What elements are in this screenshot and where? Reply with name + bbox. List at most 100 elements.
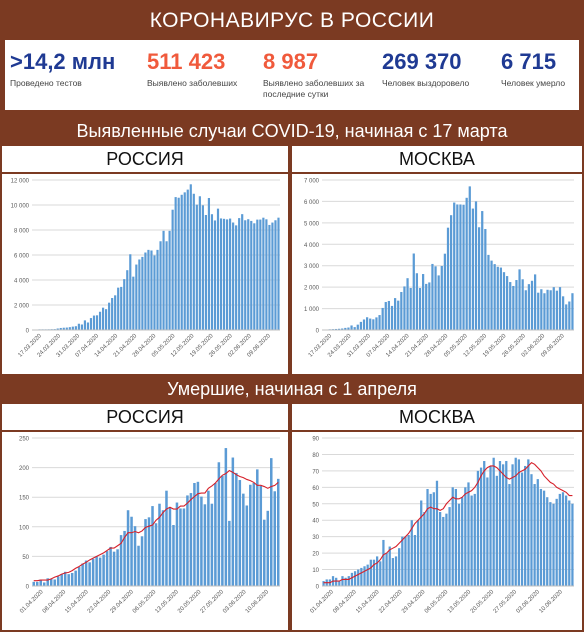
bar (225, 219, 229, 330)
bar (568, 301, 571, 330)
bar (492, 457, 495, 586)
bar (391, 558, 395, 586)
bar (98, 311, 102, 330)
bar (177, 197, 180, 330)
bar (270, 458, 273, 586)
bar (56, 576, 60, 586)
bar (77, 323, 80, 330)
bar (210, 214, 214, 330)
bar (437, 275, 440, 330)
bar (421, 274, 425, 330)
bar (112, 551, 116, 586)
bar (445, 513, 448, 586)
bar (168, 230, 171, 330)
y-tick-label: 0 (316, 329, 320, 335)
bar (426, 488, 429, 586)
bar (464, 487, 467, 586)
bar (186, 189, 189, 330)
bar (53, 579, 56, 586)
bar (353, 571, 357, 586)
bar (217, 462, 221, 586)
bar (132, 276, 135, 330)
bar (204, 215, 207, 330)
y-tick-label: 10 (312, 568, 319, 574)
bar (449, 215, 453, 330)
bar (68, 327, 71, 330)
y-tick-label: 150 (19, 496, 30, 502)
bar (207, 198, 211, 330)
bar (357, 569, 360, 586)
bar (382, 539, 385, 586)
bar (498, 461, 502, 586)
bar (484, 229, 487, 330)
bar (81, 563, 84, 586)
bar (558, 493, 561, 586)
bar (144, 519, 147, 586)
bar (150, 250, 153, 330)
bar (467, 482, 470, 586)
bar (80, 324, 83, 330)
bar (245, 505, 249, 586)
bar (540, 289, 543, 330)
bar (533, 484, 536, 586)
bar (182, 508, 186, 586)
bar (195, 204, 198, 330)
bar (434, 266, 437, 330)
bar (415, 273, 419, 330)
bar (95, 315, 99, 330)
bar (546, 497, 549, 586)
bar (459, 204, 462, 330)
bar (221, 475, 224, 586)
bar (273, 491, 277, 586)
bar (98, 557, 102, 586)
bar (338, 581, 341, 586)
bar (198, 196, 201, 330)
y-tick-label: 5 000 (304, 221, 320, 227)
bar (241, 214, 244, 330)
bar (555, 498, 558, 586)
bar (135, 264, 138, 330)
bar (242, 493, 245, 586)
bar (474, 201, 478, 330)
bar (130, 516, 133, 586)
bar (60, 574, 63, 586)
bar (442, 516, 445, 586)
bar (431, 263, 434, 330)
bar (564, 495, 568, 586)
bar (486, 477, 489, 586)
bar (495, 475, 498, 586)
bar (214, 482, 217, 586)
bar (527, 459, 530, 586)
bar (520, 472, 524, 586)
y-tick-label: 80 (312, 453, 319, 459)
bar (231, 457, 235, 586)
stat-label: Выявлено заболевших (147, 78, 238, 88)
y-tick-label: 50 (22, 555, 29, 561)
bar (517, 459, 521, 586)
bar (222, 218, 226, 330)
bar (435, 480, 439, 586)
bar (524, 465, 527, 586)
bar (369, 318, 372, 330)
bar (117, 287, 120, 330)
bar (32, 581, 36, 586)
bar (224, 448, 228, 586)
stat-recovered: 269 370 Человек выздоровело (382, 48, 492, 89)
bar (171, 209, 174, 330)
bar (347, 576, 350, 586)
bar (341, 328, 344, 330)
stat-value: 8 987 (263, 49, 319, 74)
y-tick-label: 4 000 (304, 243, 320, 249)
bar (428, 282, 431, 330)
bar (105, 309, 108, 330)
bar (468, 186, 471, 330)
bar (413, 535, 417, 586)
chart-panel-moscow-deaths: МОСКВА 0 10 20 30 40 50 60 70 80 90 01.04.2020 08.0… (292, 404, 582, 630)
bar (490, 260, 493, 330)
bar (483, 461, 486, 586)
bar (418, 288, 422, 330)
bar (423, 512, 426, 586)
bar (56, 328, 59, 330)
bar (151, 506, 154, 586)
bar (207, 490, 210, 586)
